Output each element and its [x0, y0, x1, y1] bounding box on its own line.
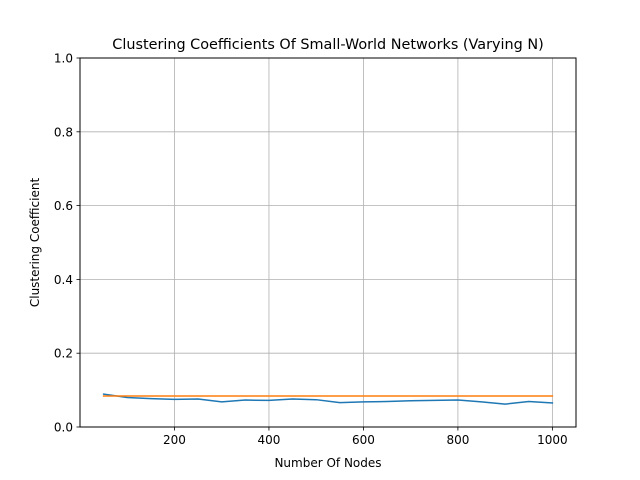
x-axis-label: Number Of Nodes — [274, 456, 381, 470]
y-axis-label: Clustering Coefficient — [28, 178, 42, 308]
y-tick-label: 0.0 — [54, 421, 73, 435]
plot-frame — [79, 57, 577, 428]
x-tick-label: 600 — [352, 433, 375, 447]
x-tick-label: 200 — [163, 433, 186, 447]
series-line-1 — [102, 393, 554, 405]
x-tick-label: 1000 — [537, 433, 568, 447]
series-group — [102, 393, 554, 405]
chart-title: Clustering Coefficients Of Small-World N… — [112, 37, 543, 53]
ticks: 200 400 600 800 1000 0.0 0.2 0.4 0.6 0.8 1.0 — [54, 52, 568, 448]
x-tick-label: 800 — [446, 433, 469, 447]
y-tick-label: 0.2 — [54, 347, 73, 361]
y-tick-label: 0.8 — [54, 125, 73, 139]
y-tick-label: 0.4 — [54, 273, 73, 287]
y-tick-label: 1.0 — [54, 52, 73, 66]
x-tick-label: 400 — [257, 433, 280, 447]
y-tick-label: 0.6 — [54, 199, 73, 213]
